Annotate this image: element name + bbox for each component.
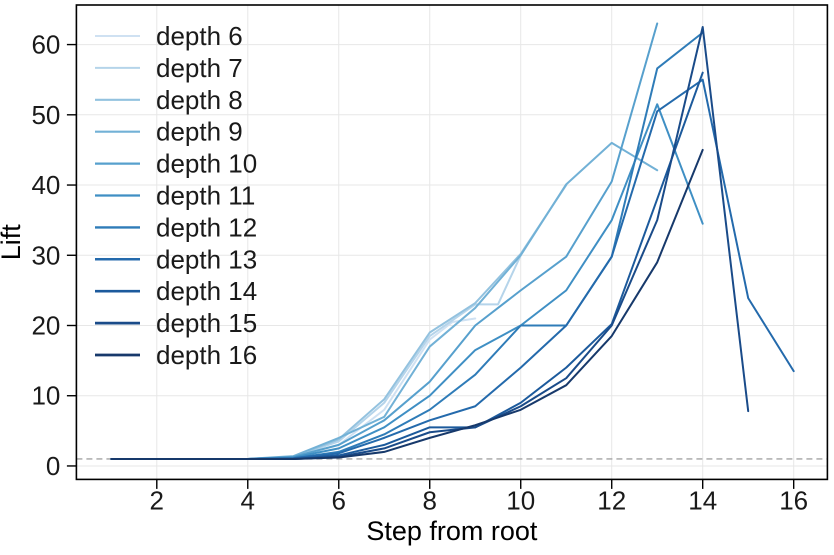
- svg-text:10: 10: [31, 381, 60, 411]
- svg-text:20: 20: [31, 311, 60, 341]
- svg-text:depth 10: depth 10: [156, 149, 257, 179]
- svg-text:6: 6: [332, 485, 346, 515]
- svg-text:Lift: Lift: [0, 224, 26, 261]
- svg-text:0: 0: [46, 451, 60, 481]
- svg-text:8: 8: [423, 485, 437, 515]
- svg-text:50: 50: [31, 100, 60, 130]
- svg-text:4: 4: [241, 485, 255, 515]
- svg-text:Step from root: Step from root: [366, 516, 538, 546]
- svg-text:depth 13: depth 13: [156, 244, 257, 274]
- svg-text:2: 2: [150, 485, 164, 515]
- svg-text:60: 60: [31, 30, 60, 60]
- svg-text:depth 7: depth 7: [156, 53, 243, 83]
- svg-text:16: 16: [779, 485, 808, 515]
- svg-text:10: 10: [506, 485, 535, 515]
- svg-text:depth 6: depth 6: [156, 21, 243, 51]
- svg-text:depth 11: depth 11: [156, 181, 255, 211]
- svg-text:14: 14: [688, 485, 717, 515]
- svg-text:depth 14: depth 14: [156, 276, 257, 306]
- svg-text:depth 12: depth 12: [156, 212, 257, 242]
- svg-text:30: 30: [31, 240, 60, 270]
- svg-text:40: 40: [31, 170, 60, 200]
- svg-text:depth 9: depth 9: [156, 117, 243, 147]
- svg-text:depth 16: depth 16: [156, 340, 257, 370]
- svg-text:12: 12: [597, 485, 626, 515]
- svg-text:depth 8: depth 8: [156, 85, 243, 115]
- svg-text:depth 15: depth 15: [156, 308, 257, 338]
